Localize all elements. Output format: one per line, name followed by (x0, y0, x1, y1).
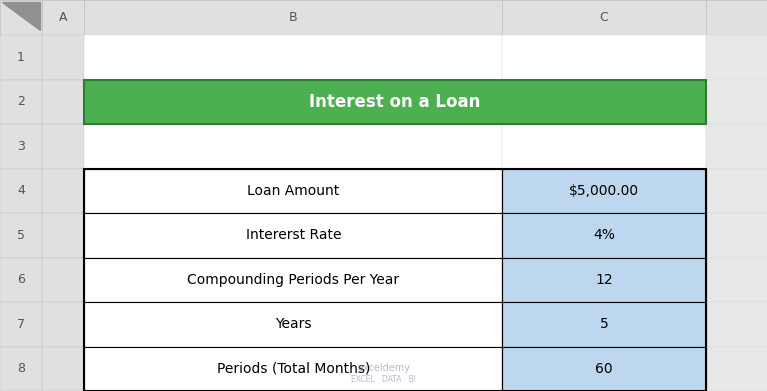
Bar (84, 169, 502, 213)
Text: 5: 5 (17, 229, 25, 242)
Text: Interest on a Loan: Interest on a Loan (309, 93, 481, 111)
Polygon shape (2, 2, 40, 30)
Bar (84, 80, 706, 124)
Bar (502, 302, 706, 346)
Bar (0, 346, 42, 391)
Bar (42, 35, 84, 80)
Text: 12: 12 (595, 273, 613, 287)
Bar (0, 258, 42, 302)
Bar (84, 213, 502, 258)
Bar (706, 80, 767, 124)
Bar (502, 0, 706, 35)
Bar (84, 0, 502, 35)
Bar (502, 35, 706, 80)
Text: exceldemy: exceldemy (357, 362, 410, 373)
Text: Periods (Total Months): Periods (Total Months) (217, 362, 370, 376)
Text: 2: 2 (17, 95, 25, 108)
Bar (0, 302, 42, 346)
Bar (84, 169, 502, 213)
Bar (0, 35, 42, 80)
Text: Loan Amount: Loan Amount (247, 184, 340, 198)
Bar (502, 169, 706, 213)
Bar (84, 258, 502, 302)
Bar (42, 0, 84, 35)
Text: 4%: 4% (593, 228, 615, 242)
Bar (502, 80, 706, 124)
Bar (84, 302, 502, 346)
Bar (502, 346, 706, 391)
Text: Years: Years (275, 317, 311, 331)
Bar (502, 258, 706, 302)
Bar (706, 35, 767, 80)
Text: 1: 1 (17, 51, 25, 64)
Text: Compounding Periods Per Year: Compounding Periods Per Year (187, 273, 400, 287)
Bar (706, 258, 767, 302)
Bar (502, 124, 706, 169)
Text: EXCEL · DATA · BI: EXCEL · DATA · BI (351, 375, 416, 384)
Text: 7: 7 (17, 318, 25, 331)
Text: 4: 4 (17, 185, 25, 197)
Bar (0, 80, 42, 124)
Bar (84, 124, 502, 169)
Bar (502, 302, 706, 346)
Bar (0, 0, 42, 35)
Bar (502, 258, 706, 302)
Bar (706, 302, 767, 346)
Bar (84, 346, 502, 391)
Bar (0, 0, 767, 35)
Text: B: B (289, 11, 298, 24)
Text: 3: 3 (17, 140, 25, 153)
Text: 5: 5 (600, 317, 608, 331)
Bar (42, 80, 84, 124)
Bar (502, 213, 706, 258)
Bar (84, 213, 502, 258)
Text: C: C (600, 11, 608, 24)
Bar (706, 169, 767, 213)
Bar (84, 302, 502, 346)
Text: A: A (59, 11, 67, 24)
Text: Intererst Rate: Intererst Rate (245, 228, 341, 242)
Text: 60: 60 (595, 362, 613, 376)
Bar (84, 80, 502, 124)
Bar (84, 258, 502, 302)
Bar (42, 169, 84, 213)
Bar (502, 213, 706, 258)
Bar (706, 124, 767, 169)
Bar (42, 302, 84, 346)
Bar (706, 213, 767, 258)
Bar (42, 346, 84, 391)
Text: 8: 8 (17, 362, 25, 375)
Bar (0, 213, 42, 258)
Text: $5,000.00: $5,000.00 (569, 184, 639, 198)
Bar (84, 35, 502, 80)
Bar (502, 346, 706, 391)
Bar (42, 213, 84, 258)
Bar (84, 169, 706, 391)
Text: 6: 6 (17, 273, 25, 286)
Bar (42, 124, 84, 169)
Bar (502, 169, 706, 213)
Bar (42, 258, 84, 302)
Bar (0, 169, 42, 213)
Bar (706, 0, 767, 35)
Bar (0, 124, 42, 169)
Bar (706, 346, 767, 391)
Bar (84, 346, 502, 391)
